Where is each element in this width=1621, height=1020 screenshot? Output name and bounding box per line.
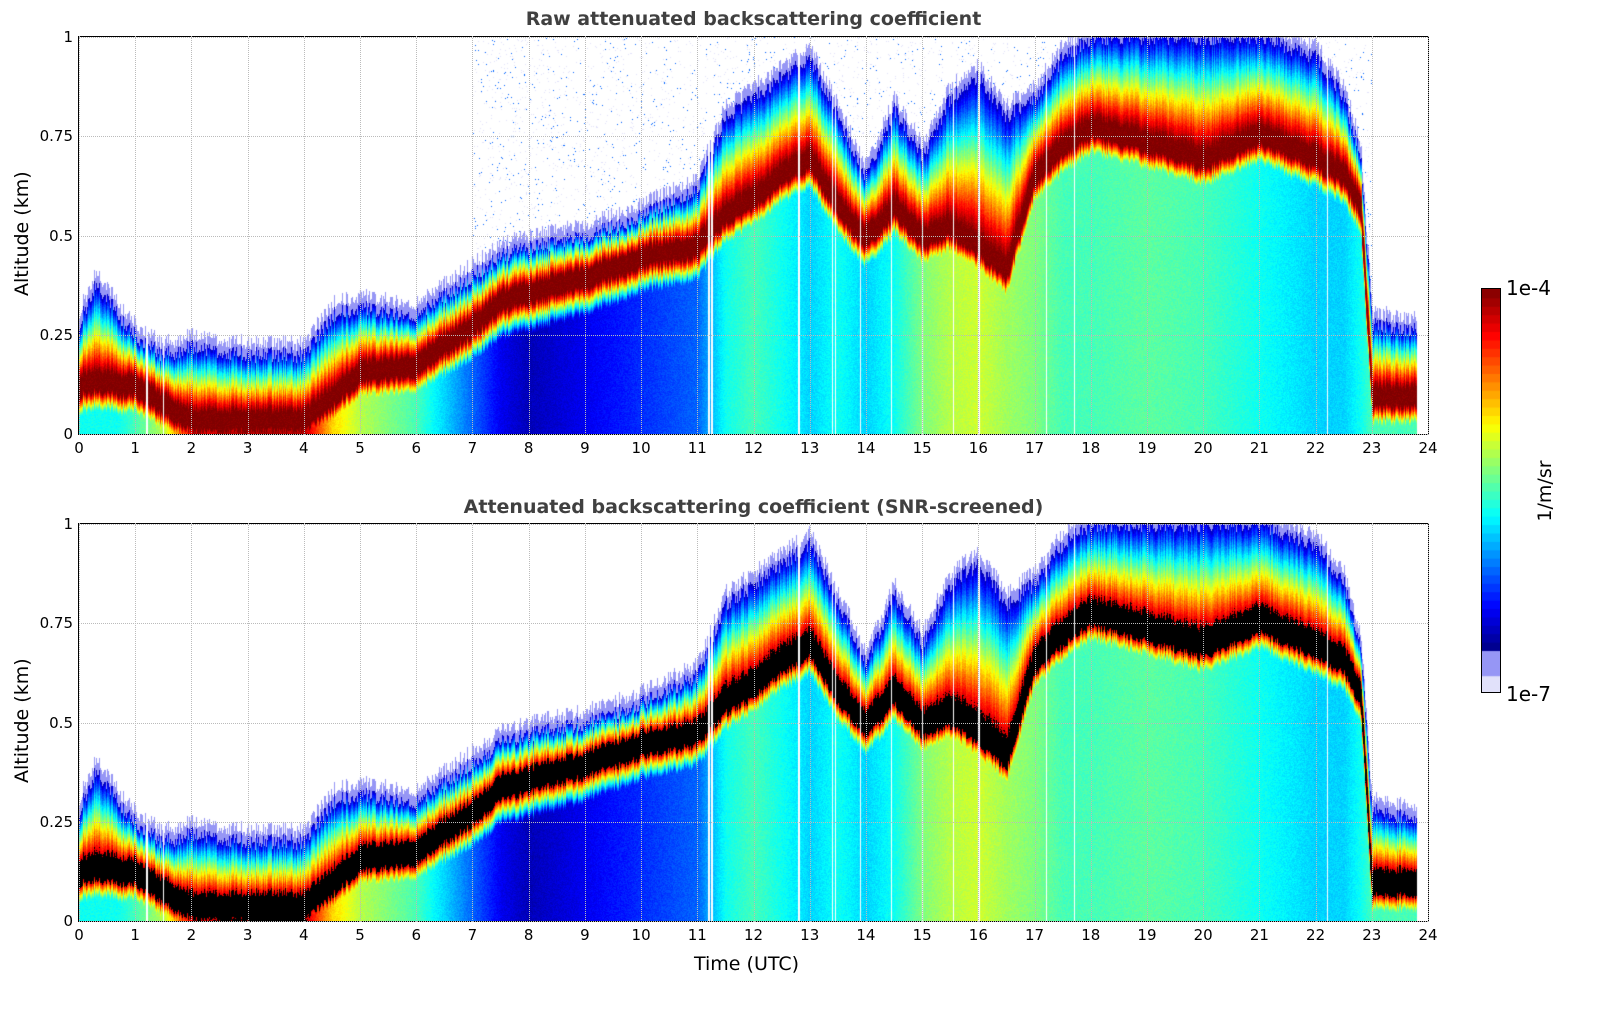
x-tick-label: 13 [800, 439, 820, 457]
x-axis-label: Time (UTC) [694, 953, 800, 975]
colorbar-unit-label: 1/m/sr [1534, 460, 1556, 522]
x-tick-label: 17 [1024, 926, 1045, 944]
y-tick-label: 0.5 [49, 226, 73, 245]
x-tick-label: 5 [355, 926, 365, 944]
x-tick-label: 9 [580, 439, 590, 457]
x-tick-label: 21 [1249, 439, 1269, 457]
bottom-plot-title: Attenuated backscattering coefficient (S… [463, 496, 1044, 518]
y-tick-label: 0.5 [49, 713, 73, 732]
x-tick-label: 20 [1193, 926, 1213, 944]
x-tick-label: 23 [1362, 926, 1382, 944]
x-tick-label: 11 [687, 439, 707, 457]
x-tick-label: 22 [1306, 439, 1326, 457]
x-tick-label: 9 [580, 926, 590, 944]
top-plot-title: Raw attenuated backscattering coefficien… [525, 8, 982, 30]
x-tick-label: 22 [1306, 926, 1326, 944]
x-tick-label: 6 [411, 926, 422, 944]
y-gridline [79, 623, 1428, 625]
y-gridline [79, 821, 1428, 823]
x-tick-label: 8 [523, 439, 534, 457]
x-tick-label: 7 [467, 926, 478, 944]
x-tick-label: 5 [355, 439, 365, 457]
y-gridline [79, 37, 1428, 38]
y-gridline [79, 235, 1428, 237]
x-tick-label: 11 [687, 926, 707, 944]
y-tick-label: 0 [63, 912, 73, 930]
x-tick-label: 10 [631, 439, 651, 457]
x-tick-label: 24 [1418, 926, 1438, 944]
x-tick-label: 12 [743, 439, 764, 457]
y-tick-label: 0.25 [39, 325, 73, 344]
x-tick-label: 17 [1024, 439, 1045, 457]
colorbar-max-label: 1e-4 [1506, 276, 1551, 300]
x-tick-label: 7 [467, 439, 478, 457]
x-gridline [1428, 523, 1429, 922]
x-tick-label: 2 [186, 439, 197, 457]
y-tick-label: 1 [63, 515, 73, 533]
x-tick-label: 14 [856, 926, 876, 944]
y-gridline [79, 434, 1428, 435]
x-tick-label: 3 [242, 926, 253, 944]
x-tick-label: 4 [299, 926, 309, 944]
x-tick-label: 14 [856, 439, 876, 457]
x-tick-label: 24 [1418, 439, 1438, 457]
x-tick-label: 4 [299, 439, 309, 457]
x-tick-label: 16 [968, 439, 988, 457]
y-gridline [79, 722, 1428, 724]
y-tick-label: 0.75 [39, 614, 73, 633]
x-tick-label: 19 [1137, 439, 1157, 457]
x-tick-label: 3 [242, 439, 253, 457]
y-gridline [79, 136, 1428, 138]
y-tick-label: 0.75 [39, 127, 73, 146]
top-y-axis-label: Altitude (km) [11, 171, 33, 296]
x-tick-label: 18 [1081, 926, 1101, 944]
y-tick-label: 0 [63, 425, 73, 443]
y-tick-label: 1 [63, 28, 73, 46]
x-tick-label: 12 [743, 926, 764, 944]
x-tick-label: 0 [74, 439, 84, 457]
colorbar-min-label: 1e-7 [1506, 682, 1551, 706]
x-tick-label: 19 [1137, 926, 1157, 944]
y-gridline [79, 921, 1428, 922]
x-tick-label: 20 [1193, 439, 1213, 457]
x-tick-label: 1 [130, 926, 140, 944]
x-tick-label: 18 [1081, 439, 1101, 457]
x-tick-label: 2 [186, 926, 197, 944]
y-tick-label: 0.25 [39, 812, 73, 831]
x-gridline [1428, 36, 1429, 435]
x-tick-label: 1 [130, 439, 140, 457]
bottom-y-axis-label: Altitude (km) [11, 658, 33, 783]
y-gridline [79, 334, 1428, 336]
x-tick-label: 15 [912, 926, 932, 944]
x-tick-label: 10 [631, 926, 651, 944]
y-gridline [79, 524, 1428, 525]
colorbar [1481, 288, 1501, 693]
x-tick-label: 0 [74, 926, 84, 944]
x-tick-label: 16 [968, 926, 988, 944]
x-tick-label: 23 [1362, 439, 1382, 457]
x-tick-label: 13 [800, 926, 820, 944]
x-tick-label: 6 [411, 439, 422, 457]
x-tick-label: 21 [1249, 926, 1269, 944]
x-tick-label: 8 [523, 926, 534, 944]
x-tick-label: 15 [912, 439, 932, 457]
